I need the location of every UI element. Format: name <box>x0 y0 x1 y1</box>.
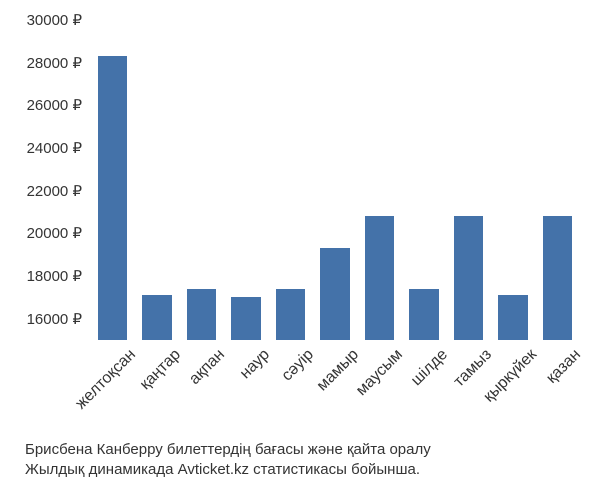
y-axis-tick: 30000 ₽ <box>2 11 82 29</box>
bars-layer <box>90 20 580 340</box>
y-axis-tick: 22000 ₽ <box>2 182 82 200</box>
y-axis-tick: 28000 ₽ <box>2 54 82 72</box>
caption-line-1: Брисбена Канберру билеттердің бағасы жән… <box>25 440 431 460</box>
y-axis-tick: 16000 ₽ <box>2 310 82 328</box>
chart-container: 16000 ₽ 18000 ₽ 20000 ₽ 22000 ₽ 24000 ₽ 26000… <box>0 0 600 500</box>
y-axis-tick: 24000 ₽ <box>2 139 82 157</box>
bar <box>409 289 438 340</box>
bar <box>320 248 349 340</box>
bar <box>454 216 483 340</box>
y-axis-tick: 18000 ₽ <box>2 267 82 285</box>
bar <box>98 56 127 340</box>
caption-line-2: Жылдық динамикада Avticket.kz статистика… <box>25 460 431 480</box>
bar <box>142 295 171 340</box>
bar <box>276 289 305 340</box>
y-axis-tick: 20000 ₽ <box>2 224 82 242</box>
bar <box>231 297 260 340</box>
y-axis-tick: 26000 ₽ <box>2 96 82 114</box>
bar <box>498 295 527 340</box>
caption-block: Брисбена Канберру билеттердің бағасы жән… <box>25 440 431 481</box>
bar <box>365 216 394 340</box>
x-axis-label: желтоқсан <box>56 346 139 429</box>
bar <box>187 289 216 340</box>
bar <box>543 216 572 340</box>
plot-area: 16000 ₽18000 ₽20000 ₽22000 ₽24000 ₽26000… <box>90 20 580 340</box>
